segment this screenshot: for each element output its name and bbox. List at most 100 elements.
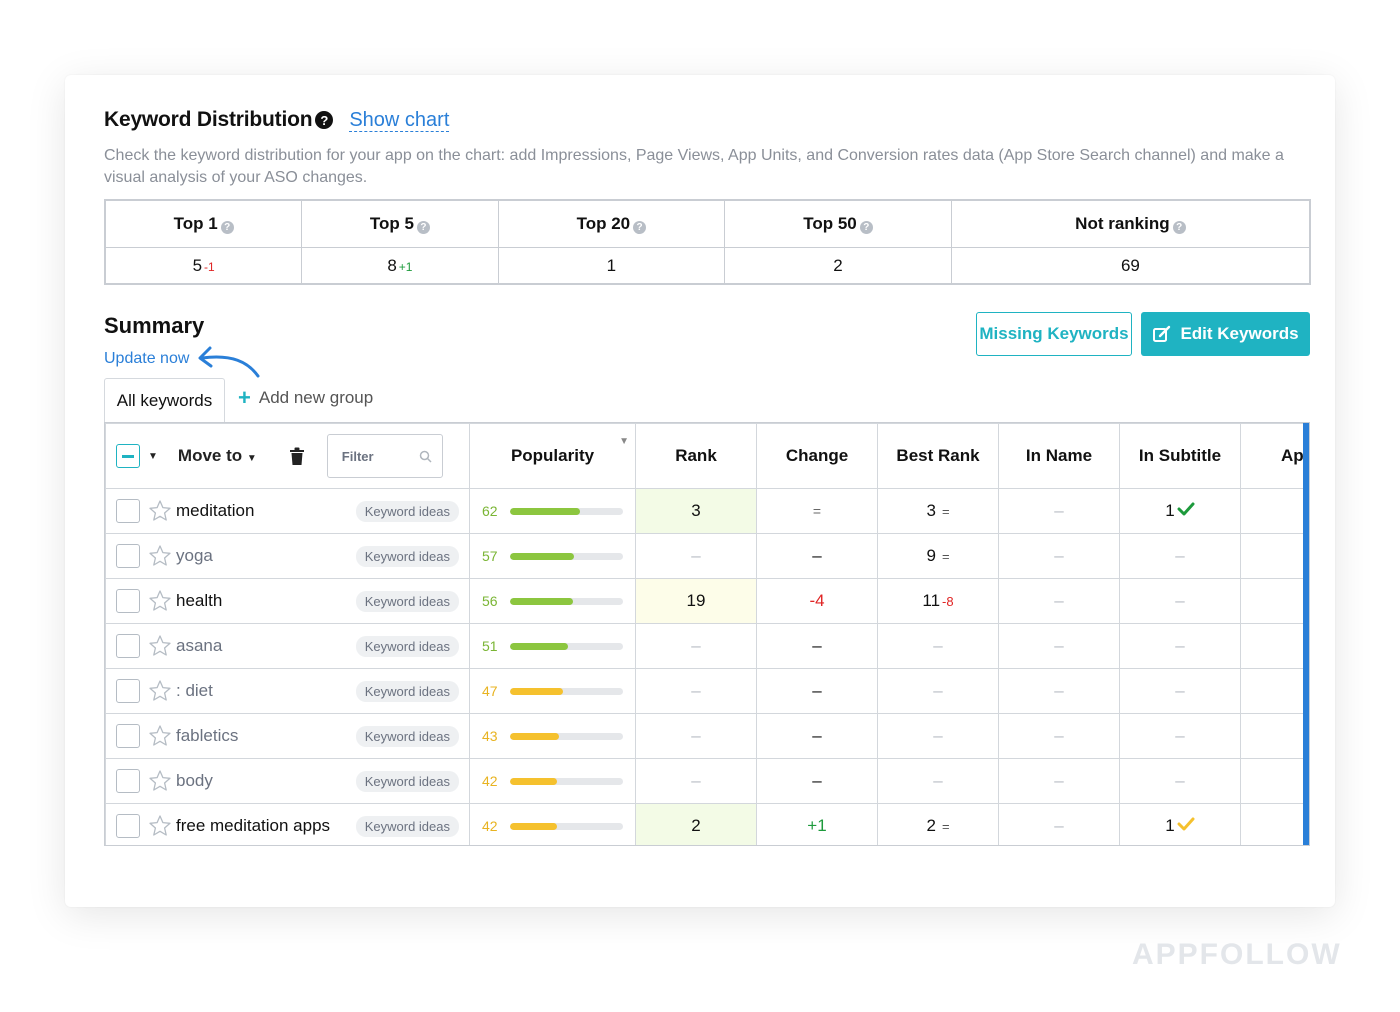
popularity-bar-fill [510, 777, 558, 785]
column-header-label: Change [785, 446, 849, 465]
popularity-cell: 47 [469, 668, 636, 714]
rank-value: – [691, 726, 701, 745]
keyword-ideas-button[interactable]: Keyword ideas [355, 815, 459, 837]
chevron-down-icon[interactable]: ▼ [148, 450, 158, 462]
table-row[interactable]: asana Keyword ideas 51 – – – – – 259 [105, 623, 1309, 669]
row-checkbox[interactable] [116, 634, 140, 658]
star-icon[interactable] [148, 769, 172, 793]
edit-icon [1153, 325, 1171, 342]
column-header[interactable]: In Subtitle [1119, 423, 1241, 489]
best-rank-cell: 3 = [877, 488, 999, 534]
row-checkbox[interactable] [116, 544, 140, 568]
help-icon[interactable]: ? [633, 221, 647, 234]
keyword-text: health [176, 591, 223, 610]
star-icon[interactable] [148, 634, 172, 658]
table-row[interactable]: fabletics Keyword ideas 43 – – – – – 343 [105, 713, 1309, 759]
popularity-value: 42 [482, 773, 498, 789]
keyword-ideas-button[interactable]: Keyword ideas [355, 590, 459, 612]
sort-icon[interactable]: ▼ [619, 436, 629, 447]
table-row[interactable]: body Keyword ideas 42 – – – – – 1.7k [105, 758, 1309, 804]
row-checkbox[interactable] [116, 679, 140, 703]
keyword-ideas-button[interactable]: Keyword ideas [355, 500, 459, 522]
show-chart-link[interactable]: Show chart [349, 108, 450, 132]
edit-keywords-label: Edit Keywords [1180, 324, 1299, 343]
distribution-delta: -1 [204, 259, 215, 274]
distribution-value: 1 [497, 247, 726, 284]
star-icon[interactable] [148, 499, 172, 523]
row-checkbox[interactable] [116, 724, 140, 748]
column-header[interactable]: Rank [635, 423, 757, 489]
row-checkbox[interactable] [116, 589, 140, 613]
help-icon[interactable]: ? [859, 221, 873, 234]
tab-all-keywords[interactable]: All keywords [104, 378, 225, 423]
keyword-ideas-button[interactable]: Keyword ideas [355, 680, 459, 702]
star-icon[interactable] [148, 724, 172, 748]
in-subtitle-cell: – [1119, 668, 1241, 714]
best-rank-value: 3 [926, 501, 936, 520]
column-header[interactable]: Popularity ▼ [469, 423, 636, 489]
keyword-text: asana [176, 636, 223, 655]
ap-cell: 1.8k [1240, 533, 1309, 579]
best-rank-cell: – [877, 758, 999, 804]
appfollow-watermark: APPFOLLOW [1132, 938, 1342, 971]
checkmark-icon [1177, 817, 1195, 831]
move-to-dropdown[interactable]: Move to ▼ [178, 446, 257, 466]
popularity-value: 42 [482, 818, 498, 834]
select-all-checkbox[interactable] [116, 444, 140, 468]
change-value: – [812, 636, 822, 655]
column-header-label: Rank [675, 446, 717, 465]
column-header[interactable]: Change [756, 423, 878, 489]
column-header-label: Best Rank [896, 446, 980, 465]
in-name-value: – [1054, 501, 1064, 520]
popularity-bar-fill [510, 642, 568, 650]
star-icon[interactable] [148, 814, 172, 838]
rank-cell: – [635, 668, 757, 714]
filter-input[interactable]: Filter [326, 434, 443, 478]
keyword-text: meditation [176, 501, 255, 520]
column-header[interactable]: Ap [1240, 423, 1309, 489]
table-row[interactable]: free meditation apps Keyword ideas 42 2 +1 2 =… [105, 803, 1309, 845]
column-header[interactable]: In Name [998, 423, 1120, 489]
best-rank-value: 2 [926, 816, 936, 835]
trash-icon[interactable] [289, 447, 305, 466]
rank-value: 19 [686, 591, 706, 610]
change-cell: = [756, 488, 878, 534]
help-icon[interactable]: ? [1172, 221, 1186, 234]
help-icon[interactable]: ? [220, 221, 234, 234]
missing-keywords-button[interactable]: Missing Keywords [976, 312, 1132, 356]
star-icon[interactable] [148, 589, 172, 613]
change-cell: – [756, 623, 878, 669]
add-new-group-button[interactable]: + Add new group [238, 387, 373, 409]
keywords-table: ▼ Move to ▼ Filter [104, 422, 1310, 846]
row-checkbox[interactable] [116, 499, 140, 523]
keyword-ideas-button[interactable]: Keyword ideas [355, 770, 459, 792]
column-header[interactable]: Best Rank [877, 423, 999, 489]
keyword-ideas-button[interactable]: Keyword ideas [355, 725, 459, 747]
table-row[interactable]: health Keyword ideas 56 19 -4 11-8 – – 2.1k [105, 578, 1309, 624]
keyword-cell: fabletics Keyword ideas [105, 713, 470, 759]
scrollbar[interactable] [1303, 423, 1309, 845]
keyword-ideas-button[interactable]: Keyword ideas [355, 545, 459, 567]
help-icon[interactable]: ? [315, 111, 334, 129]
filter-placeholder: Filter [341, 448, 374, 464]
star-icon[interactable] [148, 679, 172, 703]
update-now-link[interactable]: Update now [104, 350, 190, 367]
row-checkbox[interactable] [116, 814, 140, 838]
popularity-bar [510, 597, 623, 605]
help-icon[interactable]: ? [416, 221, 430, 234]
distribution-value: 5 -1 [104, 247, 303, 284]
change-cell: – [756, 533, 878, 579]
keyword-ideas-button[interactable]: Keyword ideas [355, 635, 459, 657]
row-checkbox[interactable] [116, 769, 140, 793]
edit-keywords-button[interactable]: Edit Keywords [1141, 312, 1310, 356]
table-row[interactable]: : diet Keyword ideas 47 – – – – – 1.8k [105, 668, 1309, 714]
rank-cell: 3 [635, 488, 757, 534]
star-icon[interactable] [148, 544, 172, 568]
in-subtitle-cell: – [1119, 758, 1241, 804]
in-subtitle-cell: – [1119, 713, 1241, 759]
change-value: – [812, 726, 822, 745]
in-subtitle-value: 1 [1165, 816, 1175, 835]
rank-value: 2 [691, 816, 701, 835]
